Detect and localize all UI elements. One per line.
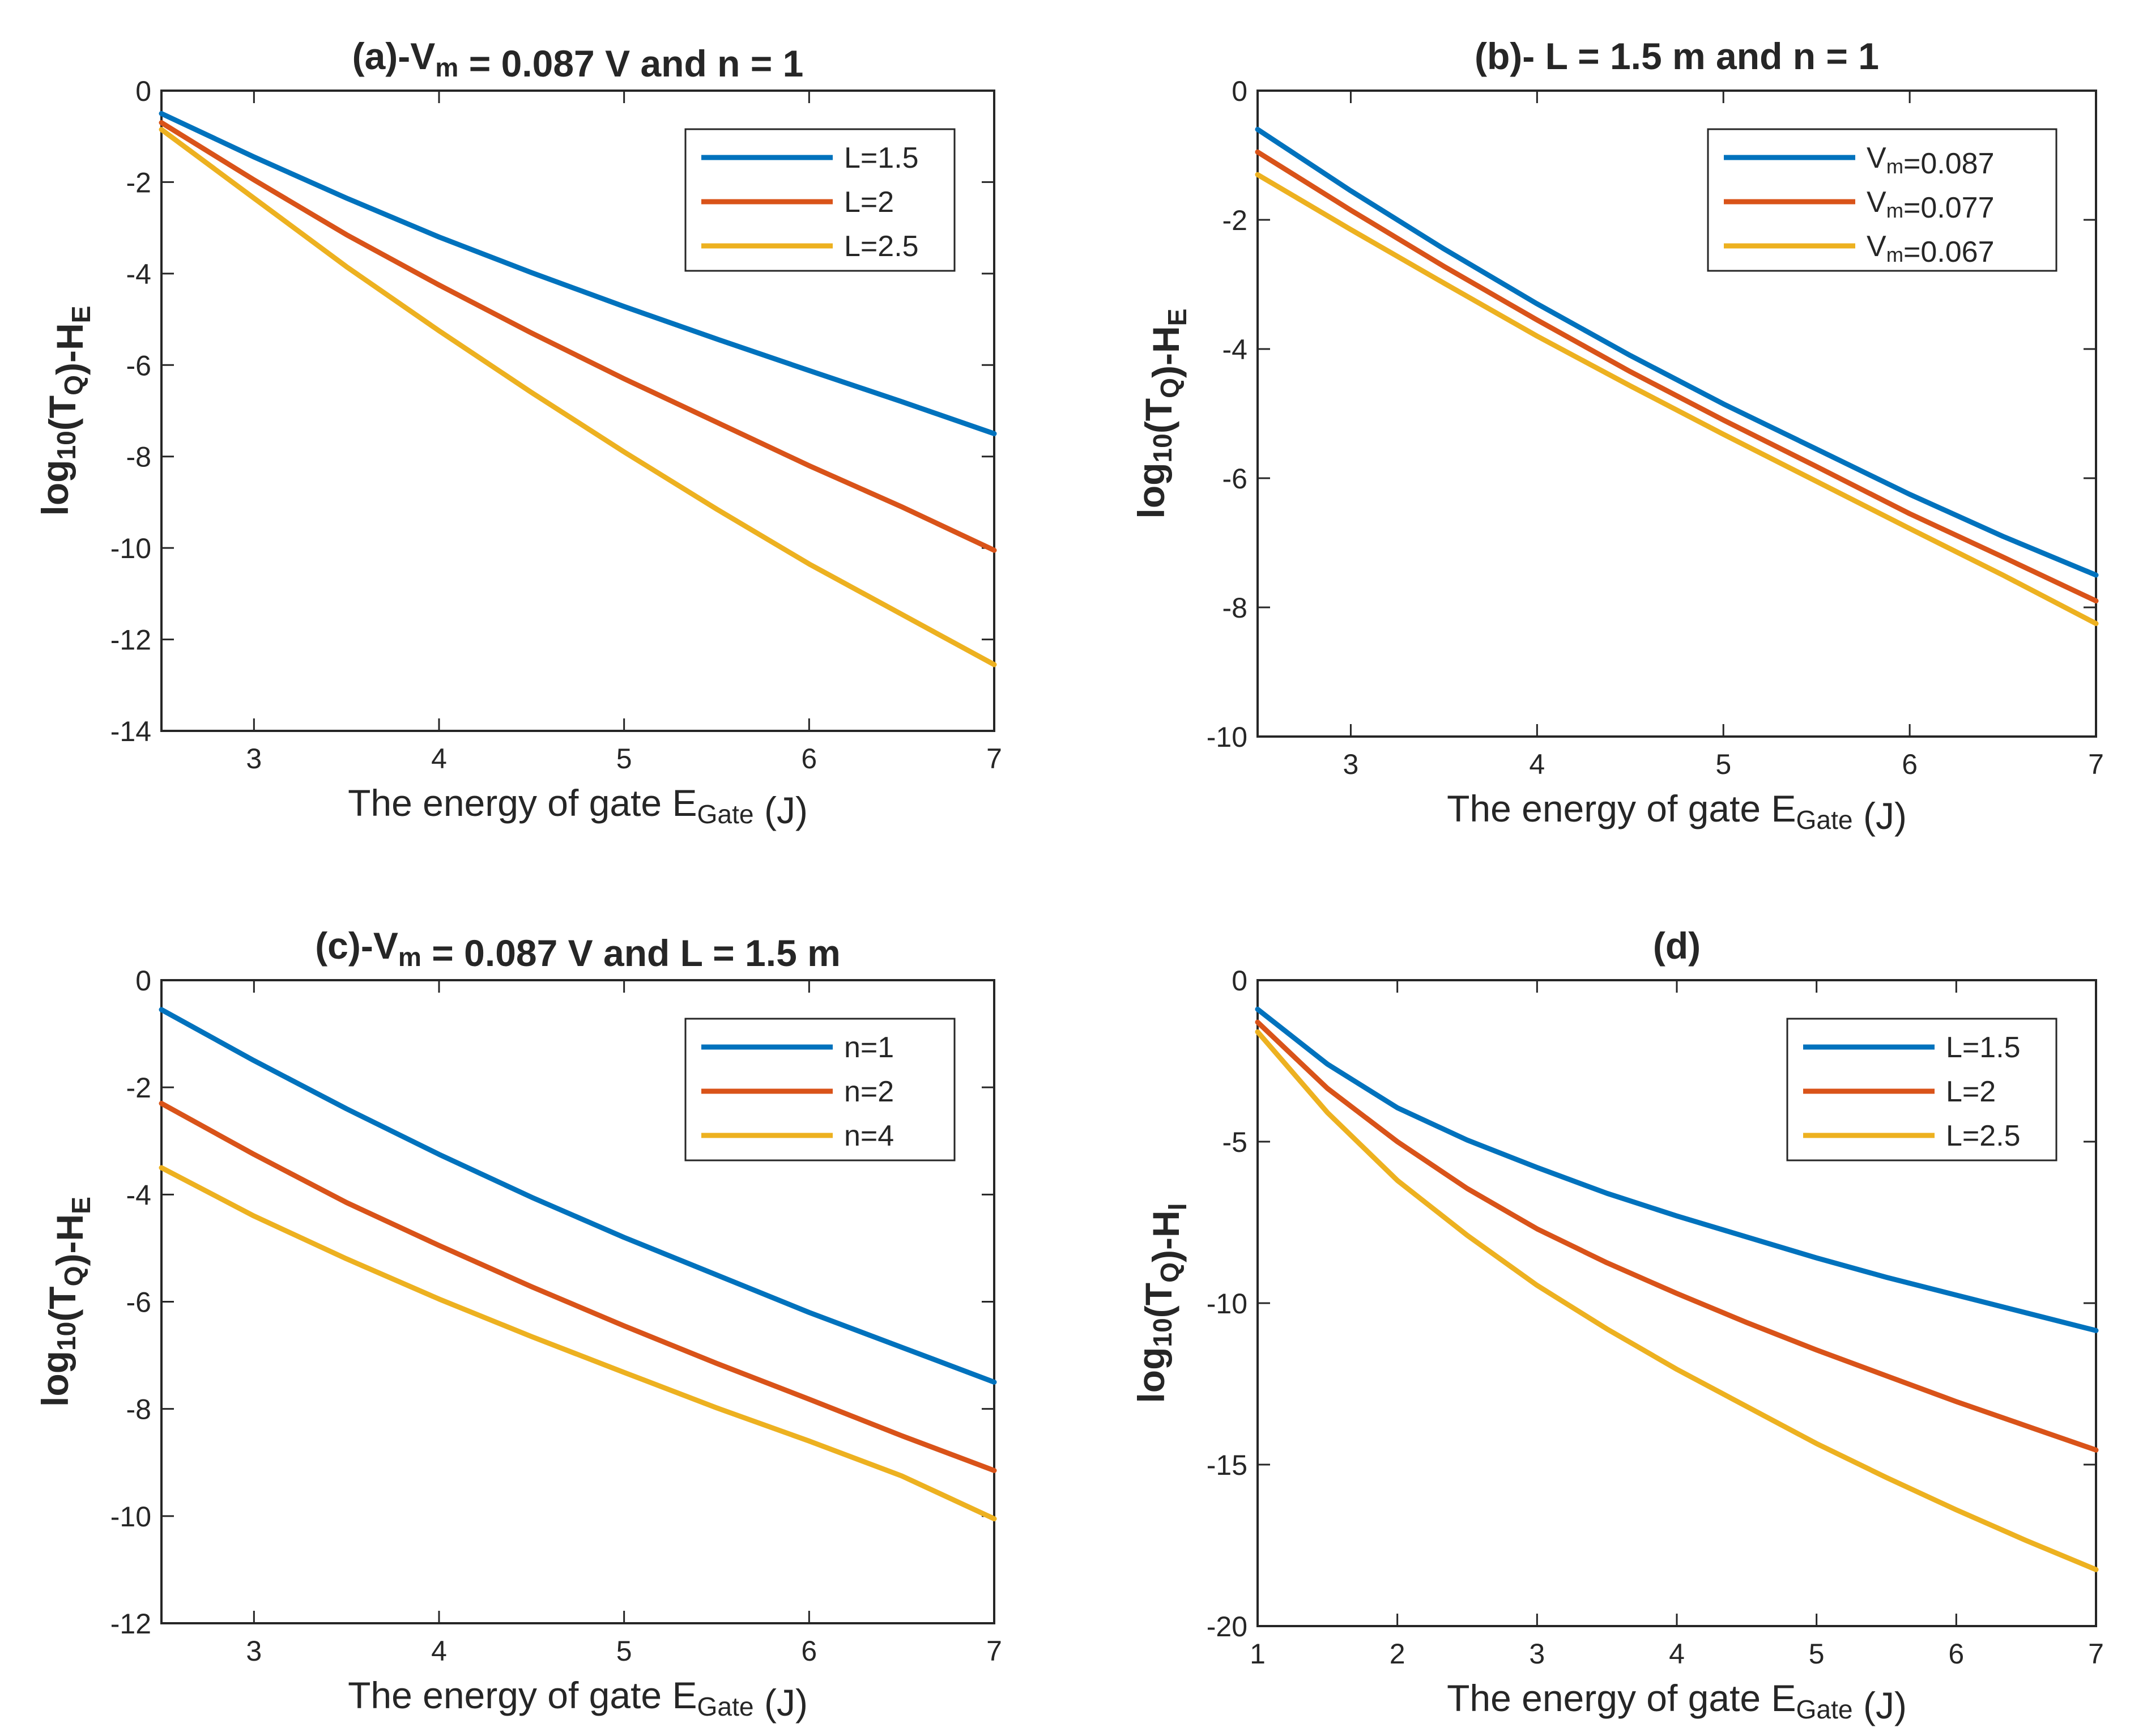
y-tick-label: -5 bbox=[1222, 1126, 1247, 1158]
chart-panel-1: 3 4 5 6 7 0 -2 -4 -6 -8 -10 -12 -14 (a)-Vm = 0.087 V … bbox=[34, 35, 1002, 831]
y-axis-label: log10(TQ)-HE bbox=[34, 305, 96, 516]
legend-entry-label: L=2 bbox=[844, 186, 894, 219]
y-axis-label: log10(TQ)-HI bbox=[1130, 1203, 1192, 1403]
x-axis-label: The energy of gate EGate (J) bbox=[348, 782, 808, 831]
series-line-3 bbox=[1255, 172, 2099, 626]
y-axis-label: log10(TQ)-HE bbox=[34, 1197, 96, 1407]
x-tick-label: 4 bbox=[431, 743, 447, 775]
y-tick-label: 0 bbox=[135, 75, 151, 107]
y-tick-label: -10 bbox=[110, 1501, 151, 1533]
x-axis-label: The energy of gate EGate (J) bbox=[1447, 788, 1907, 837]
series-line-2 bbox=[1255, 1019, 2099, 1453]
series-line-1 bbox=[1255, 126, 2099, 578]
x-tick-label: 5 bbox=[616, 743, 632, 775]
x-tick-label: 6 bbox=[1948, 1638, 1964, 1670]
chart-panel-3: 3 4 5 6 7 0 -2 -4 -6 -8 -10 -12 (c)-Vm = 0.087 V and… bbox=[34, 925, 1002, 1724]
y-tick-label: -20 bbox=[1207, 1611, 1247, 1643]
x-tick-label: 4 bbox=[1529, 748, 1545, 780]
y-tick-label: -12 bbox=[110, 624, 151, 656]
y-tick-label: -8 bbox=[126, 441, 151, 473]
x-tick-label: 5 bbox=[1809, 1638, 1825, 1670]
legend: L=1.5 L=2 L=2.5 bbox=[684, 128, 956, 272]
series-line-2 bbox=[1255, 149, 2099, 604]
axes-frame bbox=[1256, 90, 2097, 738]
legend-entry-label: L=1.5 bbox=[844, 142, 919, 175]
legend: n=1 n=2 n=4 bbox=[684, 1018, 956, 1161]
x-tick-label: 1 bbox=[1250, 1638, 1266, 1670]
legend-entry-label: n=1 bbox=[844, 1031, 894, 1064]
legend-entry-label: L=2.5 bbox=[844, 230, 919, 263]
y-tick-label: -2 bbox=[1222, 205, 1247, 236]
legend-entry-label: L=1.5 bbox=[1946, 1031, 2021, 1064]
x-tick-label: 7 bbox=[986, 1635, 1002, 1667]
legend: L=1.5 L=2 L=2.5 bbox=[1786, 1018, 2057, 1161]
series-line-3 bbox=[159, 127, 997, 667]
x-tick-label: 2 bbox=[1390, 1638, 1405, 1670]
y-tick-label: 0 bbox=[1232, 75, 1247, 107]
y-tick-label: -8 bbox=[126, 1394, 151, 1426]
legend-entry-label: L=2 bbox=[1946, 1075, 1996, 1108]
y-tick-label: -10 bbox=[110, 533, 151, 564]
y-tick-label: -10 bbox=[1207, 721, 1247, 753]
y-tick-label: -10 bbox=[1207, 1288, 1247, 1320]
chart-title: (a)-Vm = 0.087 V and n = 1 bbox=[352, 35, 804, 84]
x-tick-label: 6 bbox=[1902, 748, 1918, 780]
y-tick-label: -14 bbox=[110, 716, 151, 747]
legend: Vm=0.087 Vm=0.077 Vm=0.067 bbox=[1707, 128, 2057, 272]
y-tick-label: -6 bbox=[126, 350, 151, 381]
series-line-2 bbox=[159, 1101, 997, 1473]
series-line-3 bbox=[159, 1165, 997, 1522]
x-tick-label: 4 bbox=[1669, 1638, 1685, 1670]
y-tick-label: -15 bbox=[1207, 1449, 1247, 1481]
x-tick-label: 6 bbox=[801, 1635, 817, 1667]
legend-entry-label: n=2 bbox=[844, 1075, 894, 1108]
axes-frame bbox=[160, 90, 995, 732]
x-tick-label: 4 bbox=[431, 1635, 447, 1667]
series-line-3 bbox=[1255, 1029, 2099, 1572]
x-tick-label: 3 bbox=[246, 1635, 262, 1667]
x-tick-label: 3 bbox=[1343, 748, 1359, 780]
y-tick-label: 0 bbox=[1232, 965, 1247, 997]
legend-entry-label: n=4 bbox=[844, 1120, 894, 1152]
y-tick-label: -4 bbox=[126, 1179, 151, 1211]
y-tick-label: -4 bbox=[126, 258, 151, 290]
x-tick-label: 7 bbox=[2088, 1638, 2104, 1670]
y-tick-label: -4 bbox=[1222, 334, 1247, 365]
y-tick-label: -6 bbox=[126, 1287, 151, 1318]
x-tick-label: 5 bbox=[1715, 748, 1731, 780]
legend-entry-label: L=2.5 bbox=[1946, 1120, 2021, 1152]
chart-panel-4: 1 2 3 4 5 6 7 0 -5 -10 -15 -20 (d) The energy of gate… bbox=[1130, 925, 2104, 1726]
series-line-1 bbox=[159, 1007, 997, 1385]
x-tick-label: 5 bbox=[616, 1635, 632, 1667]
x-axis-label: The energy of gate EGate (J) bbox=[348, 1674, 808, 1724]
series-line-2 bbox=[159, 120, 997, 553]
series-line-1 bbox=[1255, 1006, 2099, 1333]
legend-entry-label: Vm=0.067 bbox=[1867, 230, 1995, 269]
y-tick-label: -8 bbox=[1222, 592, 1247, 624]
y-axis-label: log10(TQ)-HE bbox=[1130, 308, 1192, 518]
legend-entry-label: Vm=0.077 bbox=[1867, 186, 1995, 224]
chart-title: (d) bbox=[1653, 925, 1701, 967]
y-tick-label: -2 bbox=[126, 1072, 151, 1104]
chart-title: (b)- L = 1.5 m and n = 1 bbox=[1475, 35, 1879, 77]
y-tick-label: -6 bbox=[1222, 463, 1247, 495]
x-tick-label: 3 bbox=[1529, 1638, 1545, 1670]
y-tick-label: -2 bbox=[126, 167, 151, 198]
y-tick-label: 0 bbox=[135, 965, 151, 997]
chart-title: (c)-Vm = 0.087 V and L = 1.5 m bbox=[315, 925, 841, 974]
series-line-1 bbox=[159, 110, 997, 436]
x-tick-label: 7 bbox=[2088, 748, 2104, 780]
x-tick-label: 6 bbox=[801, 743, 817, 775]
y-tick-label: -12 bbox=[110, 1608, 151, 1640]
chart-panel-2: 3 4 5 6 7 0 -2 -4 -6 -8 -10 (b)- L = 1.5 m and n = … bbox=[1130, 35, 2104, 837]
x-axis-label: The energy of gate EGate (J) bbox=[1447, 1677, 1907, 1726]
legend-entry-label: Vm=0.087 bbox=[1867, 142, 1995, 180]
x-tick-label: 3 bbox=[246, 743, 262, 775]
x-tick-label: 7 bbox=[986, 743, 1002, 775]
